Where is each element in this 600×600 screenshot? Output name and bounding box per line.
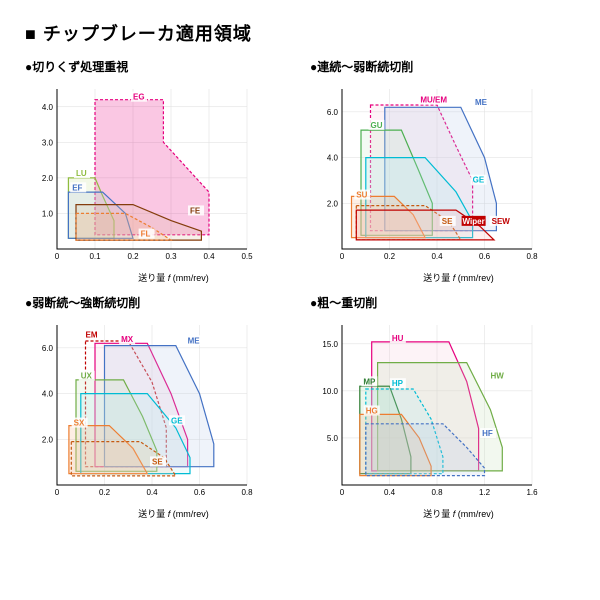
- svg-text:0.8: 0.8: [241, 488, 253, 497]
- region-label-em: EM: [86, 331, 98, 340]
- svg-text:0.2: 0.2: [99, 488, 111, 497]
- svg-text:Wiper: Wiper: [463, 217, 485, 226]
- x-axis-label: 送り量 f (mm/rev): [310, 507, 575, 520]
- svg-text:1.6: 1.6: [526, 488, 538, 497]
- chart-svg: 0 0.2 0.4 0.6 0.8 2.0 4.0 6.0 MU/EM ME GU GE SU SE Wip…: [310, 79, 540, 269]
- panel-title: ●連続～弱断続切削: [310, 58, 575, 75]
- page-title: ■ チップブレーカ適用領域: [25, 20, 575, 46]
- region-label-fl: FL: [141, 230, 151, 239]
- region-label-sew: SEW: [492, 217, 511, 226]
- region-label-mp: MP: [363, 377, 376, 386]
- svg-text:0.4: 0.4: [431, 252, 443, 261]
- svg-text:0.1: 0.1: [89, 252, 101, 261]
- x-axis-label: 送り量 f (mm/rev): [25, 507, 290, 520]
- chart-panel: ●粗～重切削 0 0.4 0.8 1.2 1.6 5.0 10.0 15.0 HU HW MP HP HG…: [310, 294, 575, 520]
- svg-text:0.2: 0.2: [127, 252, 139, 261]
- region-label-me: ME: [475, 98, 488, 107]
- svg-text:6.0: 6.0: [327, 108, 339, 117]
- svg-text:0: 0: [340, 488, 345, 497]
- region-label-ge: GE: [473, 176, 485, 185]
- svg-text:4.0: 4.0: [327, 154, 339, 163]
- region-label-mu-em: MU/EM: [420, 96, 447, 105]
- panel-title: ●粗～重切削: [310, 294, 575, 311]
- svg-text:0.6: 0.6: [194, 488, 206, 497]
- region-label-ef: EF: [72, 183, 82, 192]
- svg-text:0: 0: [55, 488, 60, 497]
- svg-text:0.8: 0.8: [431, 488, 443, 497]
- svg-text:1.2: 1.2: [479, 488, 491, 497]
- region-label-sx: SX: [74, 419, 85, 428]
- region-label-mx: MX: [121, 335, 134, 344]
- region-label-eg: EG: [133, 93, 145, 102]
- svg-text:0: 0: [340, 252, 345, 261]
- chart-panel: ●連続～弱断続切削 0 0.2 0.4 0.6 0.8 2.0 4.0 6.0 MU/EM ME GU…: [310, 58, 575, 284]
- svg-text:0.2: 0.2: [384, 252, 396, 261]
- svg-text:1.0: 1.0: [42, 209, 54, 218]
- svg-text:2.0: 2.0: [42, 174, 54, 183]
- svg-text:6.0: 6.0: [42, 344, 54, 353]
- region-label-hu: HU: [392, 334, 404, 343]
- svg-text:15.0: 15.0: [322, 340, 338, 349]
- region-label-hg: HG: [366, 406, 378, 415]
- svg-text:2.0: 2.0: [327, 199, 339, 208]
- region-label-ge: GE: [171, 416, 183, 425]
- chart-svg: 0 0.1 0.2 0.3 0.4 0.5 1.0 2.0 3.0 4.0 EG LU EF FE FL: [25, 79, 255, 269]
- chart-panel: ●弱断続～強断続切削 0 0.2 0.4 0.6 0.8 2.0 4.0 6.0 EM MX ME UX…: [25, 294, 290, 520]
- chart-panel: ●切りくず処理重視 0 0.1 0.2 0.3 0.4 0.5 1.0 2.0 3.0 4.0 EG L…: [25, 58, 290, 284]
- region-label-lu: LU: [76, 169, 87, 178]
- region-label-hf: HF: [482, 429, 493, 438]
- svg-text:10.0: 10.0: [322, 387, 338, 396]
- region-label-ux: UX: [81, 372, 93, 381]
- chart-svg: 0 0.2 0.4 0.6 0.8 2.0 4.0 6.0 EM MX ME UX GE SX SE: [25, 315, 255, 505]
- chart-grid: ●切りくず処理重視 0 0.1 0.2 0.3 0.4 0.5 1.0 2.0 3.0 4.0 EG L…: [25, 58, 575, 520]
- svg-text:0.8: 0.8: [526, 252, 538, 261]
- svg-text:2.0: 2.0: [42, 435, 54, 444]
- svg-text:5.0: 5.0: [327, 434, 339, 443]
- chart-svg: 0 0.4 0.8 1.2 1.6 5.0 10.0 15.0 HU HW MP HP HG HF: [310, 315, 540, 505]
- svg-text:0.4: 0.4: [203, 252, 215, 261]
- panel-title: ●切りくず処理重視: [25, 58, 290, 75]
- panel-title: ●弱断続～強断続切削: [25, 294, 290, 311]
- region-label-me: ME: [188, 336, 201, 345]
- svg-text:0.6: 0.6: [479, 252, 491, 261]
- x-axis-label: 送り量 f (mm/rev): [25, 271, 290, 284]
- svg-text:0.5: 0.5: [241, 252, 253, 261]
- region-label-gu: GU: [371, 121, 383, 130]
- region-label-hp: HP: [392, 379, 404, 388]
- svg-text:0.4: 0.4: [146, 488, 158, 497]
- region-label-su: SU: [356, 191, 367, 200]
- region-label-se: SE: [152, 457, 163, 466]
- x-axis-label: 送り量 f (mm/rev): [310, 271, 575, 284]
- svg-text:0: 0: [55, 252, 60, 261]
- region-label-fe: FE: [190, 206, 201, 215]
- region-label-se: SE: [442, 217, 453, 226]
- region-label-hw: HW: [490, 372, 504, 381]
- svg-text:0.4: 0.4: [384, 488, 396, 497]
- svg-text:4.0: 4.0: [42, 390, 54, 399]
- svg-text:4.0: 4.0: [42, 103, 54, 112]
- svg-text:0.3: 0.3: [165, 252, 177, 261]
- svg-text:3.0: 3.0: [42, 138, 54, 147]
